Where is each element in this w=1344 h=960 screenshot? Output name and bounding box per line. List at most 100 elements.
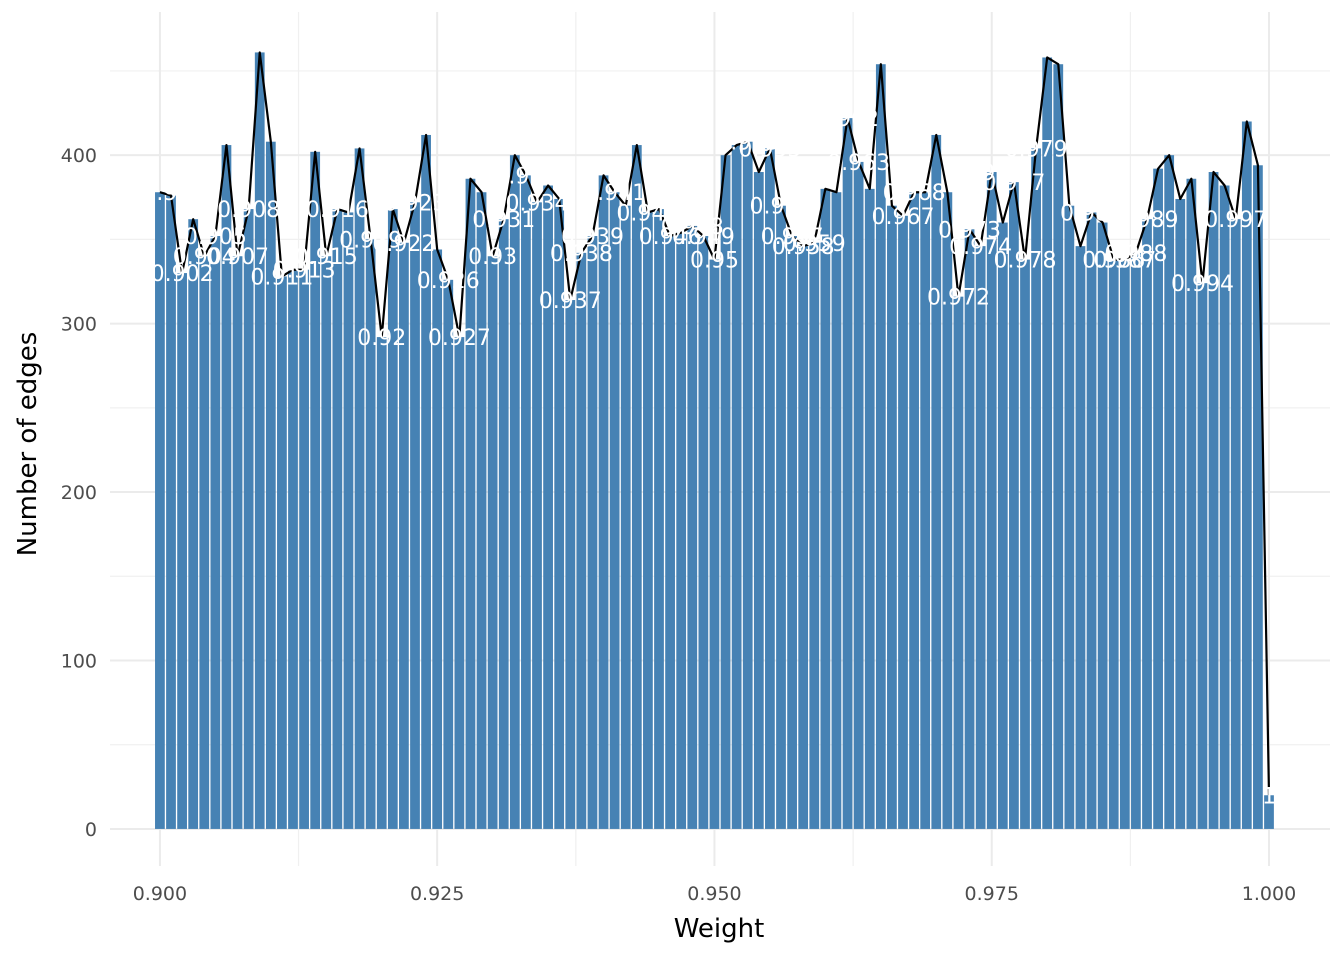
data-label: 0.944 [616, 201, 679, 226]
bar [1064, 205, 1075, 829]
bar [953, 296, 964, 829]
data-label: 0.984 [1060, 201, 1123, 226]
data-label: 0.997 [1204, 208, 1267, 233]
bar [365, 239, 376, 829]
data-label: 0.931 [472, 208, 535, 233]
bar [898, 215, 908, 829]
bar [399, 242, 409, 829]
bar [1075, 246, 1086, 829]
bar [498, 219, 509, 829]
bar [288, 269, 298, 829]
data-label: 0.956 [750, 195, 813, 220]
trend-line [159, 51, 1271, 796]
bar [432, 249, 443, 829]
bar [277, 276, 287, 829]
data-label: 0.988 [1104, 242, 1167, 267]
bar [565, 300, 576, 829]
data-label: 0.962 [816, 107, 879, 132]
bar [210, 236, 221, 829]
bar [166, 195, 176, 829]
bar [698, 236, 709, 829]
bar [354, 148, 365, 829]
bar [376, 337, 387, 829]
bar [1131, 252, 1141, 829]
x-tick-label: 0.975 [965, 883, 1019, 905]
bar [1175, 198, 1186, 829]
data-label: 0.959 [783, 232, 846, 257]
bar [254, 52, 265, 829]
data-label: 0.989 [1116, 208, 1179, 233]
data-label: 0.939 [561, 225, 624, 250]
bar [875, 64, 886, 829]
x-axis-ticks: 0.900 0.925 0.950 0.975 1.000 [133, 883, 1296, 905]
bar [753, 172, 764, 829]
bar [465, 178, 476, 829]
bar [665, 236, 675, 829]
bar [631, 145, 642, 829]
bar [1164, 155, 1175, 829]
data-label: 0.907 [206, 245, 269, 270]
data-label: 0.949 [672, 225, 735, 250]
bar [931, 134, 942, 829]
bar [1230, 219, 1241, 829]
bar [332, 209, 343, 829]
bar [1219, 185, 1230, 829]
data-label: 0.955 [738, 137, 801, 162]
data-label: 0.9 [142, 181, 177, 206]
bar [532, 202, 542, 829]
bar [1042, 57, 1053, 829]
bar [654, 209, 664, 829]
bar [643, 212, 653, 829]
bar [321, 256, 332, 829]
data-label: 0.927 [428, 326, 491, 351]
data-label: 0.978 [994, 249, 1057, 274]
bar [1153, 168, 1163, 829]
data-label: 0.916 [306, 198, 369, 223]
bar [299, 269, 309, 829]
bar [1197, 283, 1208, 829]
bar [199, 256, 210, 829]
bar [731, 145, 742, 829]
bar [676, 232, 687, 829]
y-axis-ticks: 0 100 200 300 400 [61, 145, 97, 841]
bar [1108, 259, 1119, 829]
bar [1241, 121, 1252, 829]
bar [609, 192, 620, 829]
x-tick-label: 0.950 [687, 883, 741, 905]
data-label: 0.902 [151, 262, 214, 287]
bar [454, 337, 465, 829]
bar [620, 205, 631, 829]
bar [1264, 795, 1274, 829]
x-tick-label: 0.900 [133, 883, 187, 905]
bar [343, 212, 354, 829]
bar [543, 185, 553, 829]
bar [177, 273, 187, 829]
bar [942, 192, 953, 829]
bar [742, 141, 753, 829]
bar [909, 192, 919, 829]
data-label: 1 [1262, 784, 1276, 809]
data-label: 0.967 [872, 205, 935, 230]
bar [975, 246, 986, 829]
data-label: 0.963 [827, 151, 890, 176]
data-label: 0.979 [1005, 137, 1068, 162]
data-label: 0.987 [1093, 249, 1156, 274]
bar [487, 256, 498, 829]
bar [887, 205, 897, 829]
data-label: 0.977 [982, 171, 1045, 196]
data-label: 0.915 [295, 245, 358, 270]
bar [864, 188, 875, 829]
bar [1119, 259, 1130, 829]
data-label: 0.994 [1171, 272, 1234, 297]
bar [820, 188, 831, 829]
bar [1208, 172, 1219, 829]
data-label: 0.958 [772, 235, 835, 260]
y-axis-title: Number of edges [13, 332, 43, 557]
bar [421, 134, 431, 829]
data-label: 0.934 [506, 191, 569, 216]
x-tick-label: 0.925 [410, 883, 464, 905]
data-label: 0.923 [384, 191, 447, 216]
bar [687, 225, 698, 829]
data-label: 0.937 [539, 289, 602, 314]
data-label: 0.957 [761, 225, 824, 250]
